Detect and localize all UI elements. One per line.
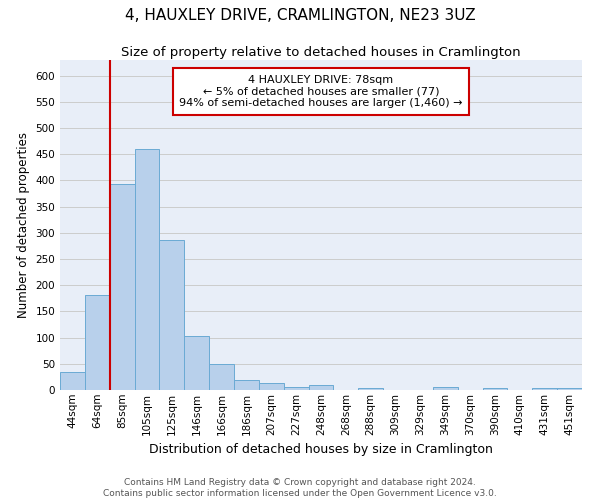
X-axis label: Distribution of detached houses by size in Cramlington: Distribution of detached houses by size … xyxy=(149,443,493,456)
Title: Size of property relative to detached houses in Cramlington: Size of property relative to detached ho… xyxy=(121,46,521,59)
Y-axis label: Number of detached properties: Number of detached properties xyxy=(17,132,30,318)
Bar xyxy=(110,184,134,390)
Bar xyxy=(433,387,458,390)
Bar xyxy=(358,388,383,390)
Bar xyxy=(557,388,582,390)
Bar xyxy=(259,382,284,390)
Bar xyxy=(60,372,85,390)
Bar xyxy=(234,380,259,390)
Bar xyxy=(160,240,184,390)
Bar xyxy=(209,364,234,390)
Bar xyxy=(532,388,557,390)
Bar xyxy=(184,336,209,390)
Bar xyxy=(134,149,160,390)
Bar xyxy=(308,386,334,390)
Text: 4, HAUXLEY DRIVE, CRAMLINGTON, NE23 3UZ: 4, HAUXLEY DRIVE, CRAMLINGTON, NE23 3UZ xyxy=(125,8,475,22)
Bar xyxy=(284,387,308,390)
Bar xyxy=(85,294,110,390)
Text: Contains HM Land Registry data © Crown copyright and database right 2024.
Contai: Contains HM Land Registry data © Crown c… xyxy=(103,478,497,498)
Bar xyxy=(482,388,508,390)
Text: 4 HAUXLEY DRIVE: 78sqm
← 5% of detached houses are smaller (77)
94% of semi-deta: 4 HAUXLEY DRIVE: 78sqm ← 5% of detached … xyxy=(179,75,463,108)
